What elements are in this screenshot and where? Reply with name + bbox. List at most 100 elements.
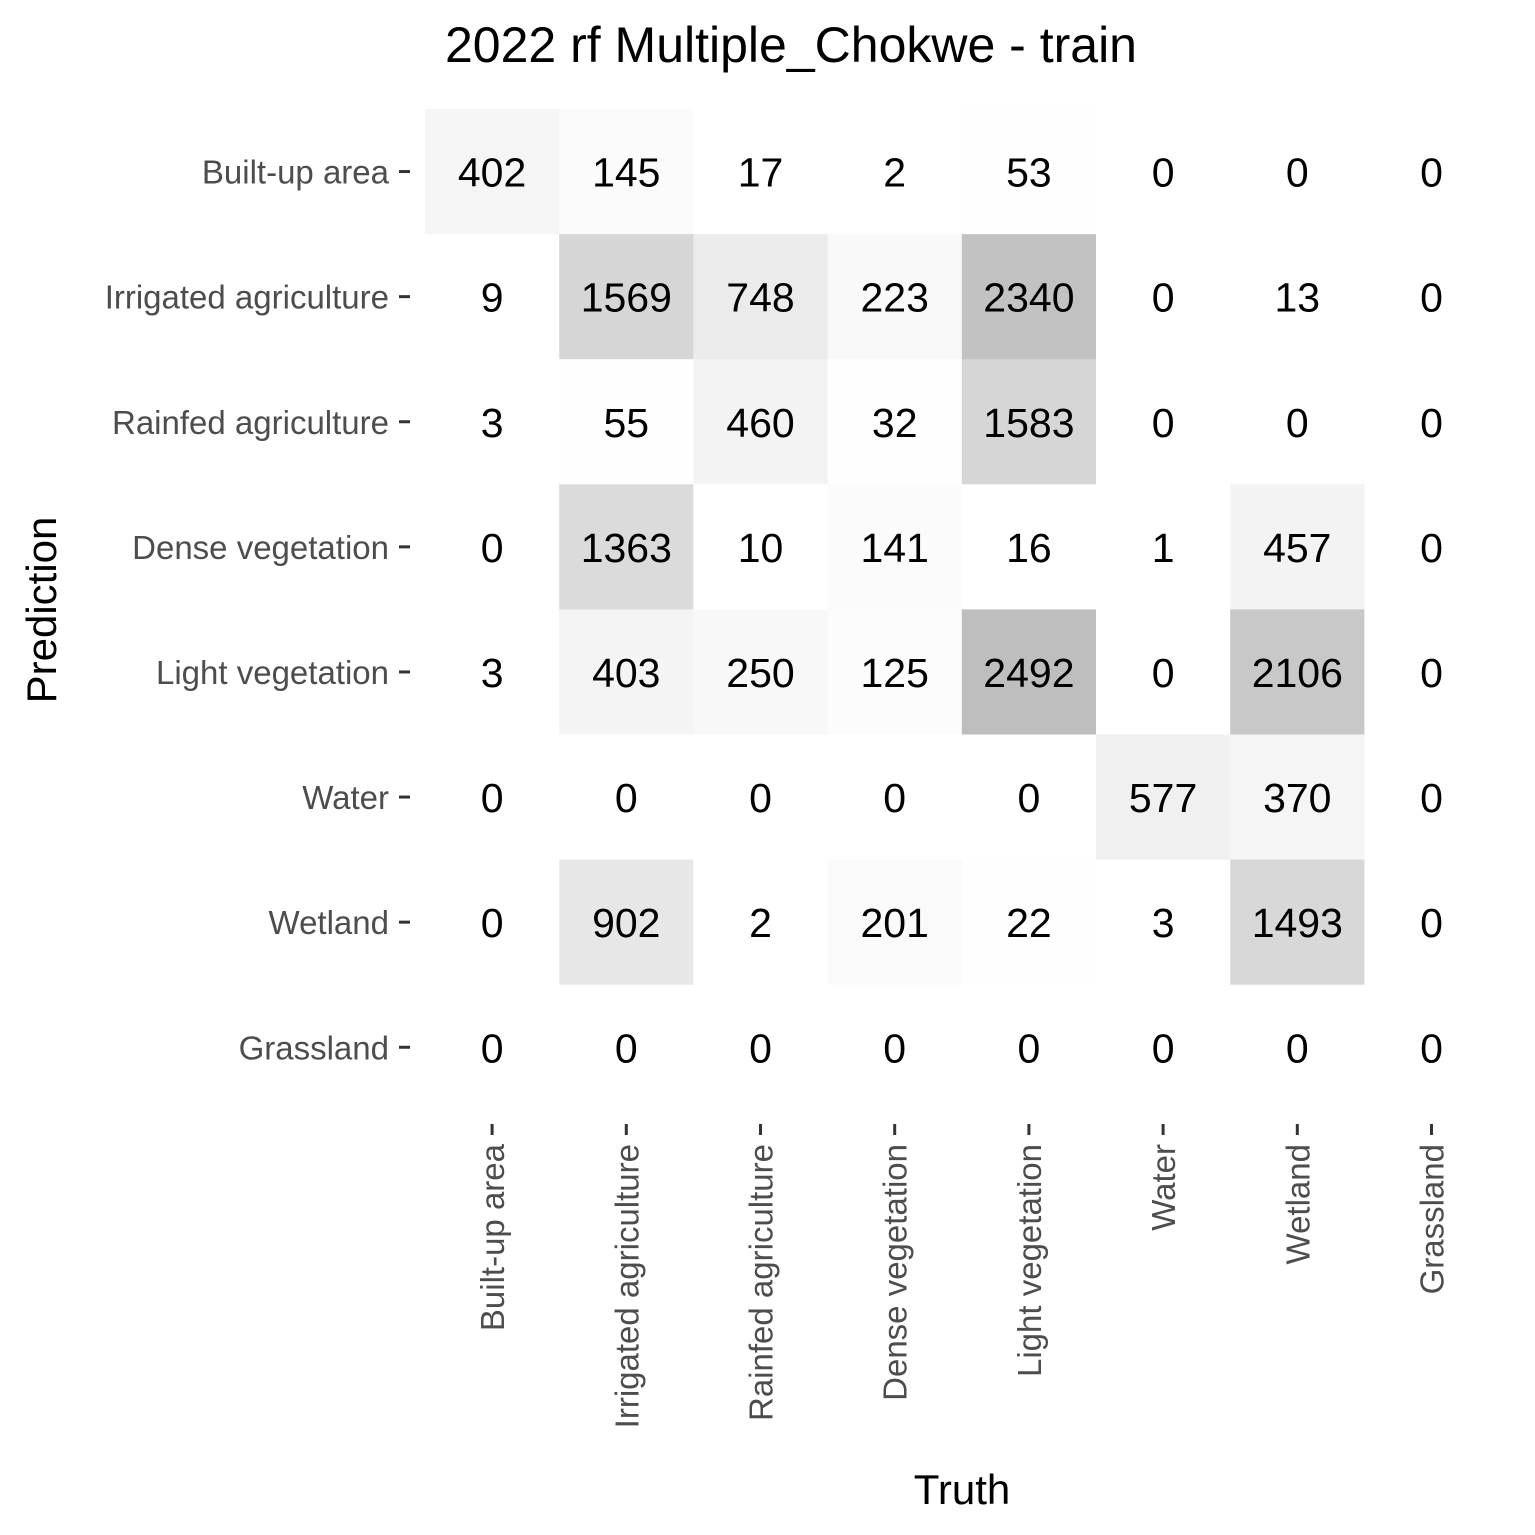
heatmap-cell	[827, 234, 963, 360]
cell-value-label: 53	[1006, 150, 1052, 196]
y-tick-label-water: Water	[302, 779, 389, 816]
heatmap-cell	[1364, 484, 1500, 610]
heatmap-cell	[1096, 234, 1231, 360]
cell-value-label: 0	[1420, 525, 1443, 571]
cell-value-label: 55	[603, 400, 649, 446]
heatmap-cell	[1096, 984, 1231, 1111]
cell-value-label: 1	[1152, 525, 1175, 571]
heatmap-cell	[961, 484, 1097, 610]
chart-title: 2022 rf Multiple_Chokwe - train	[445, 17, 1137, 73]
cell-value-label: 1363	[581, 525, 672, 571]
cell-value-label: 370	[1263, 775, 1331, 821]
heatmap-cell	[961, 609, 1097, 735]
cell-value-label: 0	[1286, 150, 1309, 196]
cell-value-label: 0	[1152, 1025, 1175, 1071]
heatmap-cells	[425, 109, 1500, 1111]
cell-value-label: 201	[860, 900, 928, 946]
cell-value-label: 22	[1006, 900, 1052, 946]
cell-value-label: 0	[481, 525, 504, 571]
heatmap-cell	[425, 109, 560, 235]
x-tick-label-irrigated-agriculture: Irrigated agriculture	[608, 1144, 645, 1428]
cell-value-label: 0	[1420, 275, 1443, 321]
cell-value-label: 9	[481, 275, 504, 321]
heatmap-cell	[559, 859, 694, 986]
heatmap-cell	[827, 484, 963, 610]
cell-value-label: 13	[1274, 275, 1320, 321]
heatmap-cell	[1230, 484, 1365, 610]
x-tick-label-light-vegetation: Light vegetation	[1011, 1144, 1048, 1377]
x-tick-label-rainfed-agriculture: Rainfed agriculture	[743, 1144, 780, 1421]
cell-value-label: 0	[1420, 900, 1443, 946]
heatmap-cell	[827, 859, 963, 986]
cell-value-label: 1569	[581, 275, 672, 321]
cell-value-label: 457	[1263, 525, 1331, 571]
heatmap-cell	[827, 359, 963, 485]
heatmap-cell	[1364, 609, 1500, 735]
heatmap-cell	[425, 984, 560, 1111]
x-tick-label-grassland: Grassland	[1414, 1144, 1451, 1294]
y-tick-label-wetland: Wetland	[269, 904, 389, 941]
heatmap-cell	[1096, 609, 1231, 735]
heatmap-cell	[1096, 359, 1231, 485]
heatmap-cell	[693, 984, 829, 1111]
heatmap-cell	[425, 359, 560, 485]
heatmap-cell	[693, 859, 829, 986]
heatmap-cell	[827, 609, 963, 735]
heatmap-cell	[425, 484, 560, 610]
y-tick-label-built-up-area: Built-up area	[202, 154, 390, 191]
heatmap-cell	[961, 734, 1097, 861]
cell-value-label: 3	[1152, 900, 1175, 946]
heatmap-cell	[559, 484, 694, 610]
x-tick-label-dense-vegetation: Dense vegetation	[877, 1144, 914, 1401]
cell-value-label: 0	[1286, 400, 1309, 446]
cell-value-label: 0	[1152, 400, 1175, 446]
heatmap-cell	[693, 734, 829, 861]
heatmap-cell	[961, 984, 1097, 1111]
heatmap-cell	[1230, 234, 1365, 360]
heatmap-cell	[559, 109, 694, 235]
heatmap-cell	[1230, 359, 1365, 485]
y-tick-label-light-vegetation: Light vegetation	[156, 654, 389, 691]
cell-value-label: 1583	[983, 400, 1074, 446]
heatmap-cell	[961, 234, 1097, 360]
cell-value-label: 0	[1152, 150, 1175, 196]
heatmap-cell	[1230, 734, 1365, 861]
cell-value-label: 0	[1420, 150, 1443, 196]
heatmap-cell	[1364, 234, 1500, 360]
y-tick-label-rainfed-agriculture: Rainfed agriculture	[112, 404, 389, 441]
heatmap-cell	[1230, 984, 1365, 1111]
heatmap-cell	[559, 609, 694, 735]
cell-value-label: 16	[1006, 525, 1052, 571]
cell-value-label: 0	[1286, 1025, 1309, 1071]
cell-value-label: 460	[726, 400, 794, 446]
y-axis-ticks: Built-up area Irrigated agriculture Rainfe…	[105, 154, 410, 1066]
heatmap-cell	[693, 609, 829, 735]
y-tick-label-irrigated-agriculture: Irrigated agriculture	[105, 279, 389, 316]
heatmap-cell	[425, 609, 560, 735]
heatmap-cell	[827, 109, 963, 235]
heatmap-cell	[1364, 984, 1500, 1111]
x-axis-title: Truth	[914, 1466, 1010, 1513]
heatmap-cell	[1096, 109, 1231, 235]
x-tick-label-wetland: Wetland	[1279, 1144, 1316, 1264]
heatmap-cell	[559, 359, 694, 485]
cell-value-label: 0	[481, 900, 504, 946]
cell-value-label: 2340	[983, 275, 1074, 321]
cell-value-label: 0	[749, 775, 772, 821]
cell-value-label: 0	[615, 1025, 638, 1071]
cell-value-label: 32	[872, 400, 918, 446]
cell-value-label: 0	[615, 775, 638, 821]
heatmap-cell	[1096, 859, 1231, 986]
cell-value-label: 17	[738, 150, 784, 196]
cell-value-label: 0	[1017, 1025, 1040, 1071]
cell-value-label: 0	[1152, 650, 1175, 696]
heatmap-cell	[827, 734, 963, 861]
cell-value-label: 2106	[1252, 650, 1343, 696]
heatmap-cell	[693, 234, 829, 360]
heatmap-cell	[961, 859, 1097, 986]
x-tick-label-built-up-area: Built-up area	[474, 1143, 511, 1331]
heatmap-cell	[559, 734, 694, 861]
cell-value-label: 0	[1420, 650, 1443, 696]
heatmap-cell	[425, 859, 560, 986]
cell-value-labels: 402 145 17 2 53 0 0 09 1569 748 223 2340 0 13 03 55 460 3…	[458, 150, 1443, 1072]
